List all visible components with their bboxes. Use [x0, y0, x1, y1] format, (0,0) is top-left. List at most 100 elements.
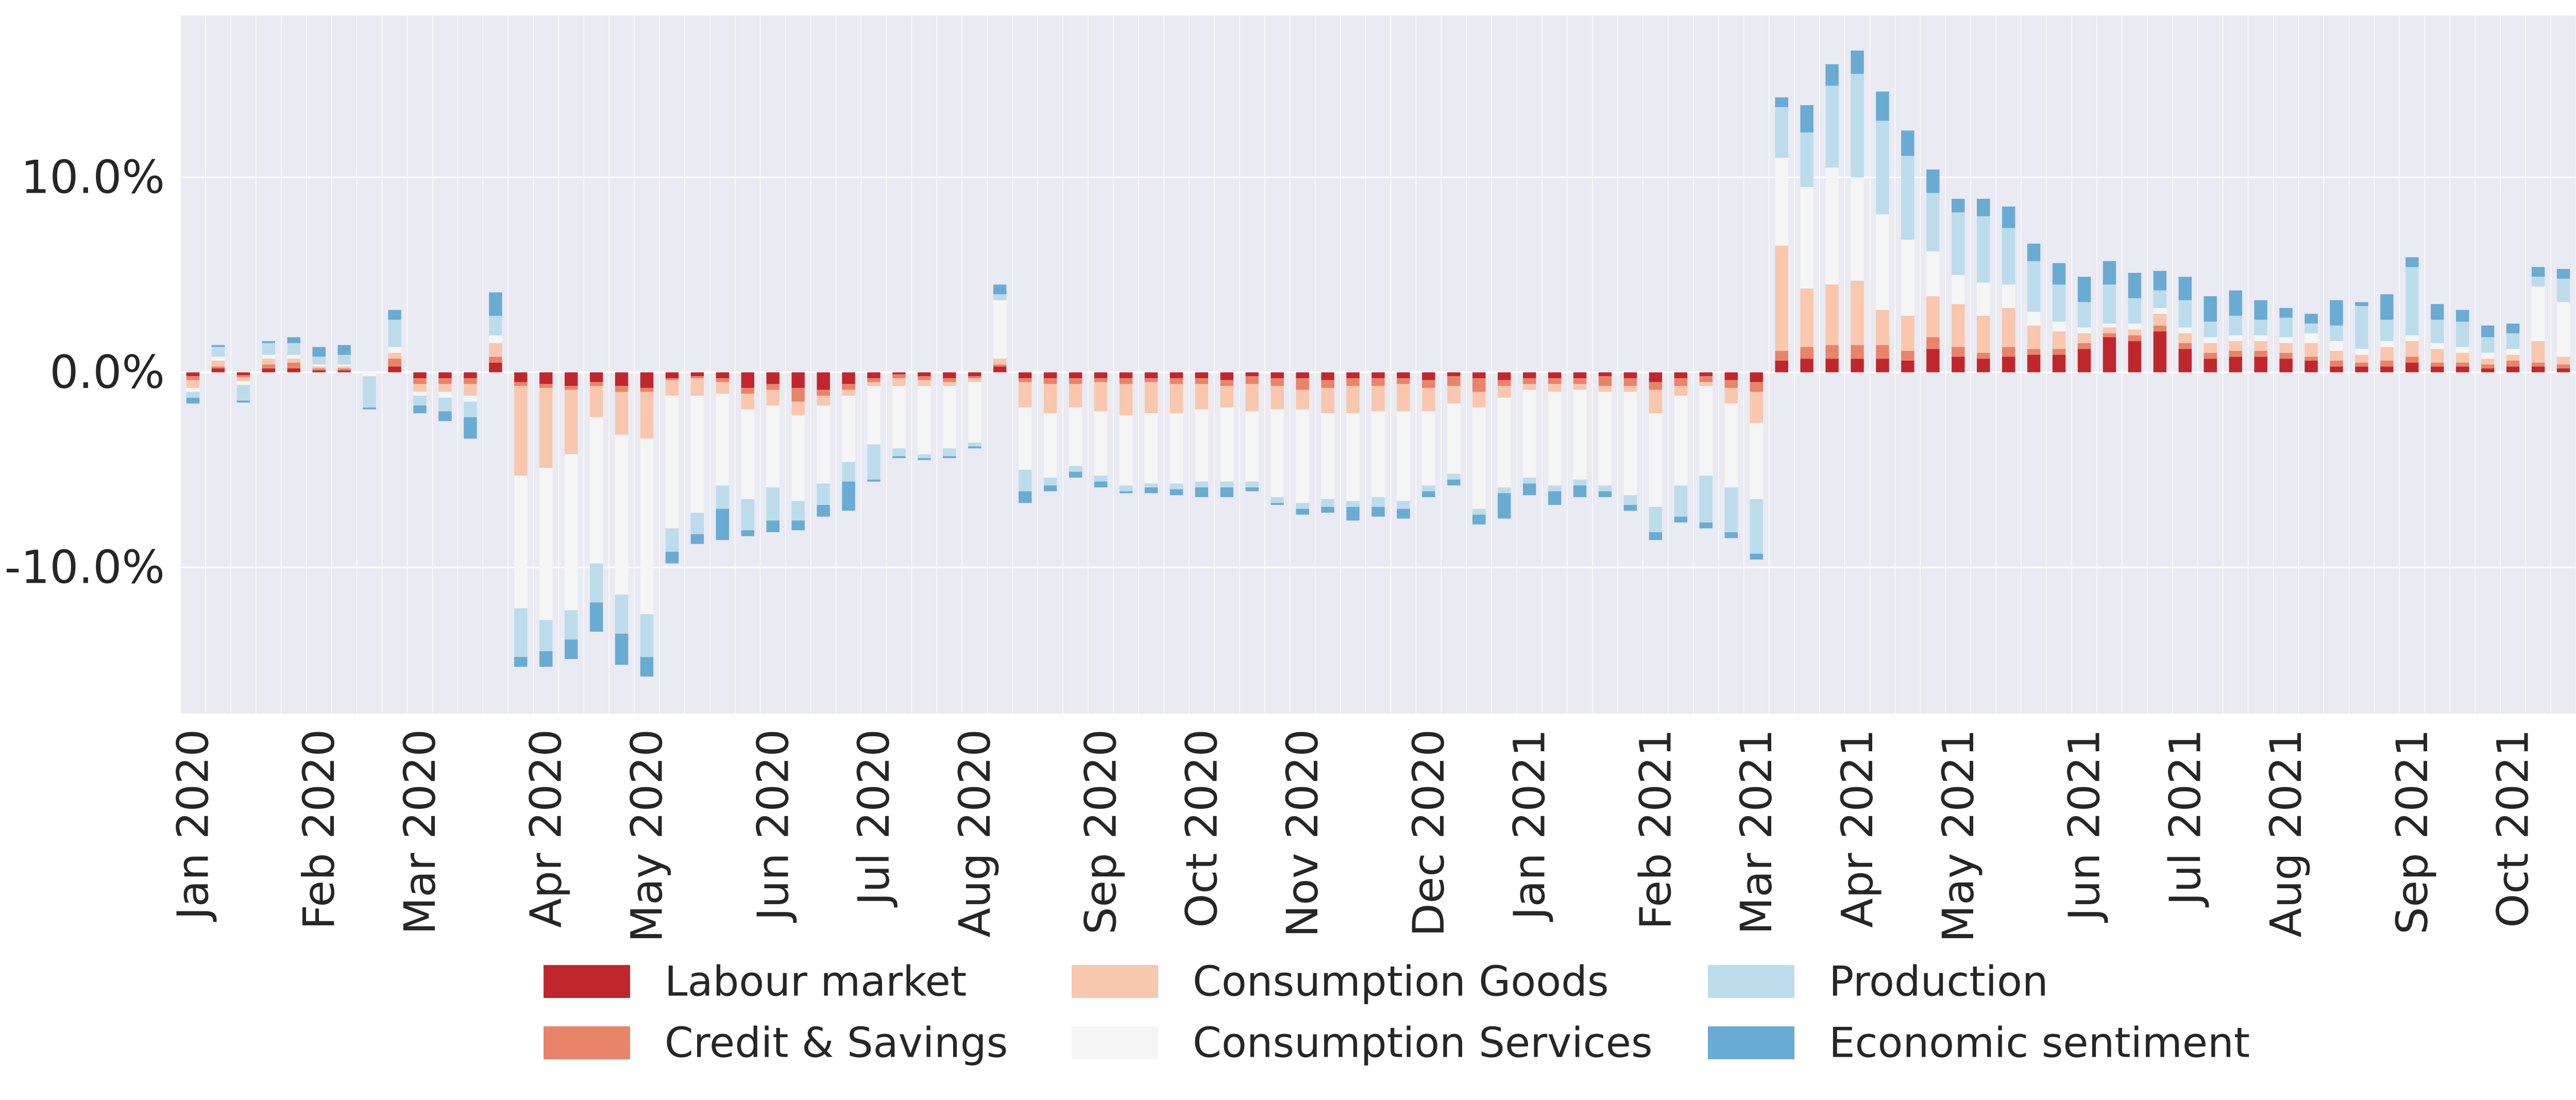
bar-segment-economic-sentiment: [2052, 263, 2066, 285]
bar-segment-production: [1825, 86, 1839, 168]
bar-segment-labour-market: [2103, 337, 2116, 373]
bar-segment-consumption-goods: [1926, 296, 1940, 337]
bar-segment-economic-sentiment: [438, 411, 452, 421]
legend-item: Labour market: [544, 958, 967, 1006]
bar-segment-consumption-services: [2531, 286, 2545, 342]
x-tick-label: Oct 2021: [2488, 729, 2538, 928]
bar-segment-economic-sentiment: [968, 446, 981, 449]
bar-segment-consumption-goods: [2279, 343, 2293, 353]
bar-segment-economic-sentiment: [2304, 314, 2318, 324]
bar-segment-economic-sentiment: [2456, 310, 2469, 322]
bar-segment-production: [236, 385, 250, 401]
y-axis: 10.0% 0.0% -10.0%: [5, 151, 165, 594]
bar-segment-consumption-goods: [766, 390, 779, 405]
bar-segment-consumption-services: [1270, 409, 1284, 497]
bar-segment-consumption-goods: [2405, 341, 2419, 357]
bar-segment-consumption-goods: [690, 378, 704, 396]
bar-segment-consumption-goods: [867, 382, 880, 386]
bar-segment-consumption-goods: [2431, 349, 2444, 363]
bar-segment-consumption-goods: [1876, 310, 1889, 345]
bar-segment-consumption-goods: [2178, 333, 2192, 343]
bar-segment-consumption-goods: [1699, 382, 1713, 386]
bar-segment-production: [2531, 277, 2545, 287]
bar-segment-consumption-services: [464, 396, 477, 402]
x-tick-label: Jun 2021: [2059, 729, 2110, 923]
bar-segment-consumption-services: [589, 417, 603, 564]
bar-segment-labour-market: [1724, 372, 1738, 380]
bar-segment-production: [2077, 302, 2091, 328]
bar-segment-credit-savings: [2229, 351, 2242, 357]
bar-segment-credit-savings: [2052, 349, 2066, 355]
bar-segment-labour-market: [236, 372, 250, 376]
bar-segment-economic-sentiment: [2330, 300, 2343, 326]
bar-segment-labour-market: [2178, 349, 2192, 373]
bar-segment-production: [1977, 216, 1990, 283]
bar-segment-credit-savings: [539, 384, 553, 388]
bar-segment-credit-savings: [842, 384, 855, 390]
bar-segment-consumption-services: [1674, 396, 1688, 486]
bar-segment-economic-sentiment: [1447, 479, 1461, 486]
bar-segment-economic-sentiment: [2204, 296, 2217, 322]
bar-segment-labour-market: [2204, 359, 2217, 373]
bar-segment-economic-sentiment: [1195, 487, 1209, 497]
bar-segment-production: [943, 448, 956, 456]
bar-segment-economic-sentiment: [186, 397, 200, 404]
bar-segment-consumption-services: [2380, 341, 2394, 347]
bar-segment-consumption-goods: [589, 386, 603, 417]
bar-segment-credit-savings: [2456, 362, 2469, 367]
bar-segment-labour-market: [690, 372, 704, 377]
bar-segment-production: [892, 448, 906, 456]
bar-segment-consumption-goods: [1119, 384, 1133, 415]
bar-segment-production: [665, 528, 679, 552]
legend-swatch: [1072, 965, 1158, 998]
bar-segment-economic-sentiment: [817, 505, 830, 517]
bar-segment-economic-sentiment: [2556, 269, 2570, 279]
bar-segment-credit-savings: [2204, 352, 2217, 359]
bar-segment-production: [1573, 479, 1587, 486]
bar-segment-labour-market: [1447, 372, 1461, 377]
legend-swatch: [1708, 965, 1794, 998]
bar-segment-labour-market: [1750, 372, 1763, 382]
bar-segment-consumption-services: [2128, 324, 2142, 330]
bar-segment-credit-savings: [1825, 345, 1839, 359]
bar-segment-economic-sentiment: [1321, 506, 1334, 513]
bar-segment-economic-sentiment: [2128, 273, 2142, 298]
bar-segment-labour-market: [1952, 357, 1965, 373]
bar-segment-economic-sentiment: [1094, 481, 1108, 487]
bar-segment-consumption-goods: [968, 378, 981, 382]
bar-segment-credit-savings: [2355, 362, 2368, 367]
bar-segment-production: [1296, 503, 1309, 509]
bar-segment-economic-sentiment: [262, 341, 276, 343]
bar-segment-production: [1170, 483, 1183, 489]
bar-segment-production: [1019, 469, 1032, 492]
bar-segment-consumption-services: [2355, 349, 2368, 355]
bar-segment-economic-sentiment: [892, 456, 906, 459]
bar-segment-consumption-services: [968, 382, 981, 443]
bar-segment-consumption-services: [1321, 413, 1334, 499]
bar-segment-credit-savings: [1800, 347, 1814, 359]
bar-segment-consumption-services: [1649, 413, 1663, 507]
bar-segment-labour-market: [1296, 372, 1309, 378]
bar-segment-labour-market: [2405, 362, 2419, 373]
bar-segment-economic-sentiment: [1952, 198, 1965, 213]
bar-segment-consumption-goods: [1069, 384, 1082, 408]
bar-segment-consumption-services: [2027, 312, 2041, 326]
bar-segment-production: [1397, 501, 1410, 509]
bar-segment-credit-savings: [640, 387, 654, 392]
bar-segment-credit-savings: [867, 378, 880, 382]
bar-segment-production: [337, 354, 351, 365]
bar-segment-labour-market: [262, 368, 276, 373]
bar-segment-labour-market: [1825, 359, 1839, 373]
bar-segment-labour-market: [464, 372, 477, 378]
bar-segment-labour-market: [2077, 349, 2091, 373]
bar-segment-credit-savings: [262, 364, 276, 369]
bar-segment-consumption-goods: [312, 366, 326, 369]
bar-segment-production: [1952, 212, 1965, 275]
bar-segment-consumption-services: [539, 468, 553, 620]
bar-segment-credit-savings: [2153, 325, 2167, 332]
bar-segment-credit-savings: [1094, 378, 1108, 382]
bar-segment-consumption-goods: [564, 390, 578, 454]
bar-segment-credit-savings: [388, 359, 401, 367]
bar-segment-credit-savings: [413, 378, 427, 384]
bar-segment-economic-sentiment: [388, 310, 401, 320]
